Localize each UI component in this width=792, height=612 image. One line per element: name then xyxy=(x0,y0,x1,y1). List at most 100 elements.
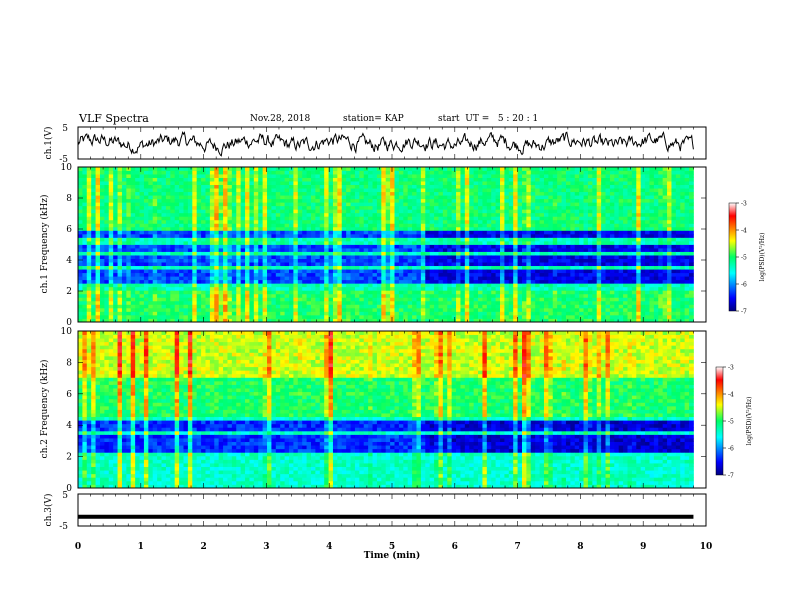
ch1-spec-cell xyxy=(315,237,321,242)
ch1-spec-cell xyxy=(209,251,215,256)
ch1-spec-cell xyxy=(152,304,158,309)
ch1-spec-cell xyxy=(376,255,382,259)
ch1-spec-cell xyxy=(491,276,497,281)
ch1-spec-cell xyxy=(522,283,527,288)
ch1-spec-cell xyxy=(310,297,316,302)
ch1-spec-cell xyxy=(561,283,567,288)
ch1-spec-cell xyxy=(139,167,145,171)
ch1-spec-cell xyxy=(438,174,444,178)
ch1-spec-cell xyxy=(139,262,145,267)
ch1-spec-cell xyxy=(130,314,136,319)
ch1-spec-cell xyxy=(315,202,321,207)
ch1-spec-cell xyxy=(473,248,479,252)
ch1-spec-cell xyxy=(108,212,114,217)
ch1-spec-cell xyxy=(262,272,268,277)
ch1-spec-cell xyxy=(319,195,325,200)
ch1-spec-cell xyxy=(157,191,162,196)
ch1-spec-cell xyxy=(205,311,211,316)
ch1-spec-cell xyxy=(390,226,395,231)
ch1-spec-cell xyxy=(561,223,567,228)
ch1-spec-cell xyxy=(478,191,483,196)
ch1-spec-cell xyxy=(152,191,158,196)
ch1-spec-cell xyxy=(376,205,382,210)
ch1-spec-cell xyxy=(99,181,105,186)
ch1-spec-cell xyxy=(148,290,154,295)
ch1-spec-cell xyxy=(113,205,118,210)
ch1-spec-cell xyxy=(284,219,290,224)
ch1-spec-cell xyxy=(543,300,549,305)
ch1-spec-cell xyxy=(174,188,180,193)
ch1-spec-cell xyxy=(543,209,549,214)
ch1-spec-cell xyxy=(214,265,220,270)
ch1-spec-cell xyxy=(130,276,136,281)
ch1-spec-cell xyxy=(539,167,545,171)
ch1-spec-cell xyxy=(209,174,215,178)
ch1-spec-cell xyxy=(482,233,488,238)
ch1-spec-cell xyxy=(508,216,514,221)
ch1-spec-cell xyxy=(205,191,211,196)
ch1-spec-empty-region xyxy=(693,167,706,322)
ch1-spec-cell xyxy=(385,307,391,312)
ch1-spec-cell xyxy=(104,226,110,231)
ch1-spec-cell xyxy=(108,237,114,242)
ch1-spec-cell xyxy=(482,318,488,323)
ch1-spec-cell xyxy=(315,205,321,210)
ch1-spec-cell xyxy=(438,262,444,267)
ch1-spec-cell xyxy=(350,304,356,309)
ch1-spec-cell xyxy=(161,286,167,291)
ch1-spec-cell xyxy=(245,195,250,200)
ch1-spec-cell xyxy=(500,255,505,259)
ch1-spec-cell xyxy=(227,269,233,274)
ch1-waveform-panel: 5 -5 ch.1(V) xyxy=(43,124,707,165)
ch1-spec-cell xyxy=(214,279,220,284)
ch1-spec-cell xyxy=(390,209,395,214)
ch1-spec-cell xyxy=(438,202,444,207)
ch1-spec-cell xyxy=(95,188,101,193)
ch1-spec-cell xyxy=(262,230,268,235)
ch1-spec-cell xyxy=(438,240,444,245)
ch1-spec-cell xyxy=(526,230,532,235)
ch1-spec-cell xyxy=(416,244,422,249)
ch1-spec-cell xyxy=(121,304,127,309)
ch1-spec-cell xyxy=(196,272,202,277)
ch1-spec-cell xyxy=(293,307,299,312)
ch1-spec-cell xyxy=(390,167,395,171)
ch1-spec-cell xyxy=(306,286,312,291)
ch1-spec-cell xyxy=(161,318,167,323)
ch1-spec-cell xyxy=(302,258,307,263)
ch1-spec-cell xyxy=(390,262,395,267)
ch1-spec-cell xyxy=(174,233,180,238)
ch1-spec-cell xyxy=(491,290,497,295)
ch1-spec-cell xyxy=(86,188,92,193)
ch1-spec-cell xyxy=(253,307,259,312)
ch1-spec-cell xyxy=(152,205,158,210)
ch1-spec-cell xyxy=(451,184,457,189)
ch1-spec-cell xyxy=(152,181,158,186)
ch1-spec-cell xyxy=(275,226,281,231)
ch1-spec-cell xyxy=(381,255,387,259)
ch1-spec-cell xyxy=(152,276,158,281)
ch1-spec-cell xyxy=(258,223,264,228)
ch1-spec-cell xyxy=(398,205,404,210)
ch1-spec-cell xyxy=(196,255,202,259)
ch1-spec-cell xyxy=(91,300,96,305)
ch1-spec-cell xyxy=(535,212,540,217)
ch1-spec-cell xyxy=(398,318,404,323)
ch1-spec-cell xyxy=(148,307,154,312)
ch1-spec-cell xyxy=(451,262,457,267)
ch1-spec-cell xyxy=(368,181,373,186)
ch1-spec-cell xyxy=(491,230,497,235)
ch1-spec-cell xyxy=(346,216,351,221)
ch1-spec-cell xyxy=(231,307,237,312)
ch1-spec-cell xyxy=(223,237,228,242)
ch1-spec-cell xyxy=(332,311,338,316)
ch1-spec-cell xyxy=(183,195,189,200)
ch1-spec-cell xyxy=(495,195,501,200)
ch1-spec-cell xyxy=(359,230,365,235)
ch1-spec-cell xyxy=(491,181,497,186)
ch1-spec-cell xyxy=(315,283,321,288)
ch1-spec-cell xyxy=(456,191,461,196)
ch1-spec-cell xyxy=(319,209,325,214)
ch1-spec-cell xyxy=(319,293,325,298)
ch1-spec-cell xyxy=(214,300,220,305)
